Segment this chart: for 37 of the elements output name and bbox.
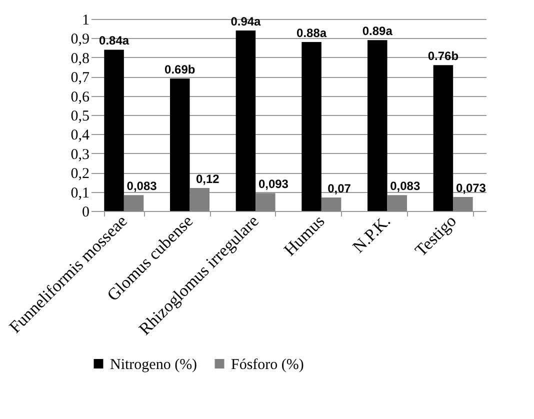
y-tick-label: 0,4 <box>70 128 90 144</box>
data-label: 0.76b <box>428 49 459 64</box>
data-label: 0,083 <box>390 179 420 194</box>
data-label: 0,12 <box>196 172 220 186</box>
data-label: 0.69b <box>164 62 196 77</box>
data-label: 0.89a <box>362 24 393 38</box>
y-tick-label: 0,2 <box>70 166 90 182</box>
bar <box>321 198 342 211</box>
y-tick-label: 0,7 <box>70 70 90 86</box>
bar <box>453 196 473 211</box>
data-label: 0,083 <box>126 179 158 194</box>
data-label: 0.88a <box>296 26 327 40</box>
y-tick-label: 0,1 <box>70 185 90 202</box>
bar <box>236 30 256 211</box>
y-tick-label: 0,6 <box>70 89 90 106</box>
bar <box>256 193 276 211</box>
data-label: 0.84a <box>99 34 130 48</box>
legend-label: Fósforo (%) <box>231 356 304 373</box>
bar <box>368 40 388 211</box>
y-tick-label: 0,9 <box>70 32 90 48</box>
bar <box>124 195 144 211</box>
bar <box>302 42 322 211</box>
data-label: 0.94a <box>230 14 262 29</box>
bar <box>104 50 124 211</box>
data-label: 0,093 <box>258 177 289 192</box>
y-tick-label: 0,3 <box>70 146 90 163</box>
bar <box>433 65 454 211</box>
y-tick-label: 1 <box>82 12 90 28</box>
data-label: 0,07 <box>328 182 352 196</box>
bar <box>190 188 210 211</box>
bar <box>170 78 190 211</box>
data-label: 0,073 <box>456 180 486 195</box>
bar <box>387 195 407 211</box>
y-tick-label: 0,5 <box>70 108 90 124</box>
y-tick-label: 0,8 <box>70 50 90 67</box>
y-tick-label: 0 <box>82 204 90 220</box>
legend-label: Nitrogeno (%) <box>110 356 198 373</box>
